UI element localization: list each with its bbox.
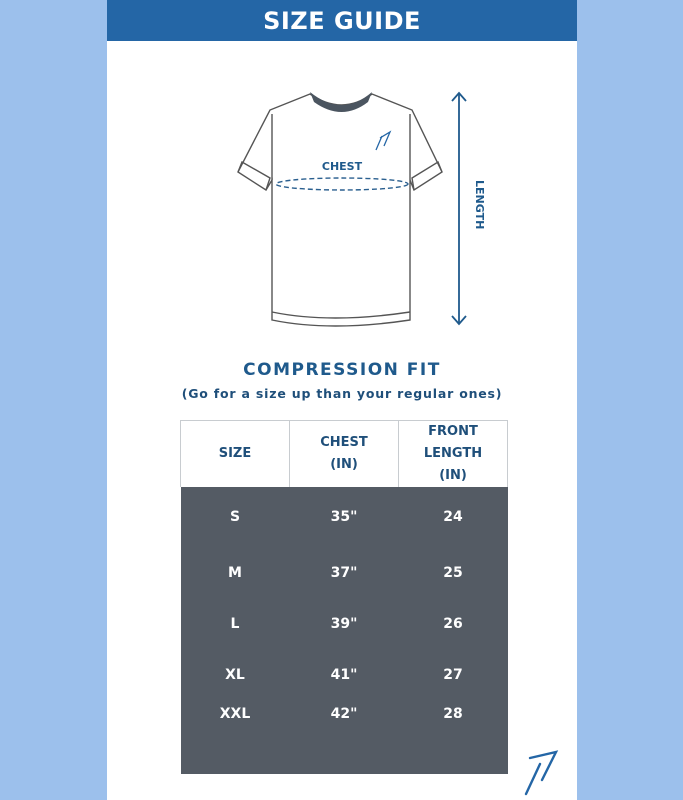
length-cell: 26	[443, 615, 463, 632]
size-cell: S	[229, 509, 241, 525]
collar-icon	[310, 92, 372, 112]
chest-cell: 37"	[330, 564, 358, 581]
fit-subtitle: (Go for a size up than your regular ones…	[181, 386, 503, 401]
chest-cell: 42"	[330, 706, 358, 722]
column-header-size: SIZE	[180, 420, 290, 487]
chest-cell: 39"	[330, 615, 358, 632]
chest-cell: 35"	[330, 509, 358, 525]
chest-cell: 41"	[330, 666, 358, 683]
page-title: SIZE GUIDE	[107, 0, 577, 41]
length-cell: 24	[443, 509, 463, 525]
length-cell: 28	[443, 706, 463, 722]
length-cell: 25	[443, 564, 463, 581]
table-row: XL 41" 27	[181, 649, 508, 700]
fit-title: COMPRESSION FIT	[243, 360, 441, 380]
table-row: XXL 42" 28	[181, 700, 508, 774]
length-cell: 27	[443, 666, 463, 683]
table-row: L 39" 26	[181, 598, 508, 649]
size-cell: XL	[225, 666, 245, 683]
column-header-front-length: FRONT LENGTH (IN)	[398, 420, 508, 487]
table-header-row: SIZE CHEST (IN) FRONT LENGTH (IN)	[180, 420, 508, 487]
column-header-chest: CHEST (IN)	[289, 420, 399, 487]
table-row: M 37" 25	[181, 547, 508, 598]
table-row: S 35" 24	[181, 487, 508, 547]
chest-measure-line	[275, 177, 409, 191]
tshirt-outline-icon	[237, 93, 443, 327]
size-cell: L	[230, 615, 240, 632]
size-cell: XXL	[219, 706, 251, 722]
length-arrow-icon	[451, 91, 467, 326]
brand-logo-icon	[524, 750, 559, 796]
brand-logo-icon	[375, 130, 392, 151]
length-label: LENGTH	[473, 180, 486, 229]
size-cell: M	[228, 564, 242, 581]
chest-label: CHEST	[322, 160, 363, 173]
size-table: SIZE CHEST (IN) FRONT LENGTH (IN) S 35" 24 M…	[180, 420, 508, 774]
tshirt-diagram: CHEST LENGTH	[237, 91, 486, 327]
